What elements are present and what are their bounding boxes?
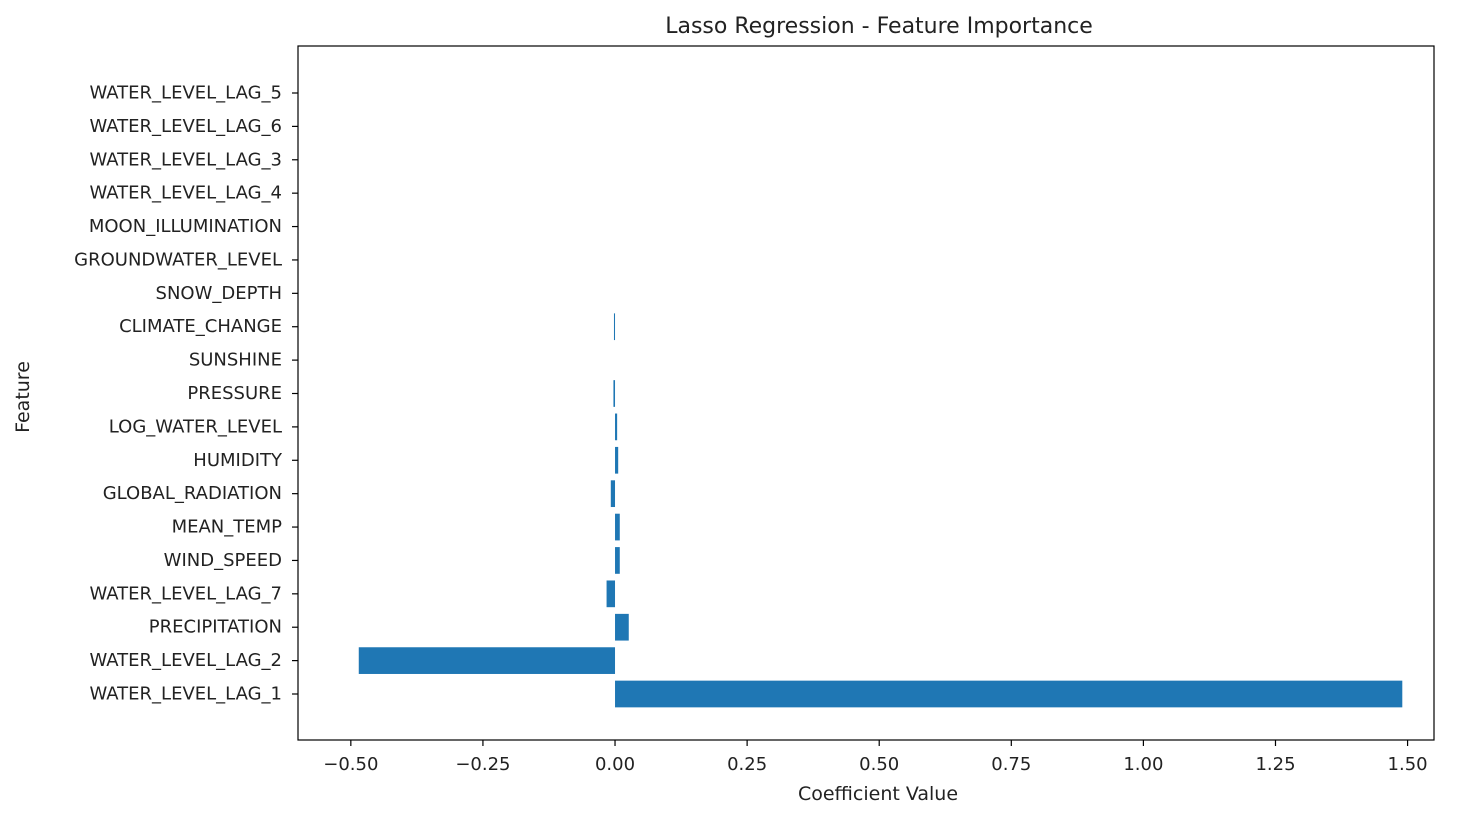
y-tick-label: WATER_LEVEL_LAG_7 [89,583,282,604]
y-tick-label: WIND_SPEED [164,550,282,571]
y-tick-label: WATER_LEVEL_LAG_4 [89,183,282,204]
y-tick-label: GLOBAL_RADIATION [103,483,282,504]
y-tick-label: MOON_ILLUMINATION [89,216,282,237]
y-tick-label: WATER_LEVEL_LAG_6 [89,116,282,137]
y-tick-label: LOG_WATER_LEVEL [109,416,282,437]
y-tick-label: WATER_LEVEL_LAG_3 [89,149,282,170]
y-tick-label: PRESSURE [187,383,282,404]
y-tick-label: WATER_LEVEL_LAG_5 [89,83,282,104]
plot-frame [297,45,1435,741]
y-tick-label: MEAN_TEMP [172,517,283,538]
bars-layer [358,79,1403,708]
x-tick-label: 0.25 [727,754,767,775]
bar-water-level-lag-7 [606,580,616,608]
y-tick-label: WATER_LEVEL_LAG_2 [89,650,282,671]
y-tick-label: PRECIPITATION [149,617,282,638]
x-tick-label: 1.50 [1388,754,1428,775]
bar-humidity [615,446,619,474]
bar-global-radiation [610,480,616,508]
x-axis-title: Coefficient Value [798,783,958,805]
x-axis-ticks: −0.50 −0.25 0.00 0.25 0.50 0.75 1.00 1.25 1.50 [323,740,1428,775]
x-tick-label: −0.50 [323,754,378,775]
y-tick-label: CLIMATE_CHANGE [119,316,282,337]
y-tick-label: GROUNDWATER_LEVEL [74,249,282,270]
bar-mean-temp [615,513,620,541]
x-tick-label: 0.75 [991,754,1031,775]
y-tick-label: WATER_LEVEL_LAG_1 [89,684,282,705]
y-tick-label: HUMIDITY [193,450,283,471]
y-tick-label: SUNSHINE [189,350,282,371]
y-axis-ticks: WATER_LEVEL_LAG_1 WATER_LEVEL_LAG_2 PRECIP… [74,83,298,705]
bar-water-level-lag-2 [358,647,616,674]
x-tick-label: 0.00 [595,754,635,775]
bar-wind-speed [615,547,620,574]
x-tick-label: 1.25 [1255,754,1295,775]
x-tick-label: 0.50 [859,754,899,775]
chart-title: Lasso Regression - Feature Importance [665,14,1093,39]
bar-water-level-lag-1 [615,680,1403,708]
y-tick-label: SNOW_DEPTH [156,283,282,304]
bar-log-water-level [615,413,618,441]
x-tick-label: 1.00 [1123,754,1163,775]
x-tick-label: −0.25 [455,754,510,775]
bar-precipitation [615,613,629,641]
bar-pressure [613,380,616,407]
bar-climate-change [613,313,616,341]
y-axis-title: Feature [12,361,34,433]
